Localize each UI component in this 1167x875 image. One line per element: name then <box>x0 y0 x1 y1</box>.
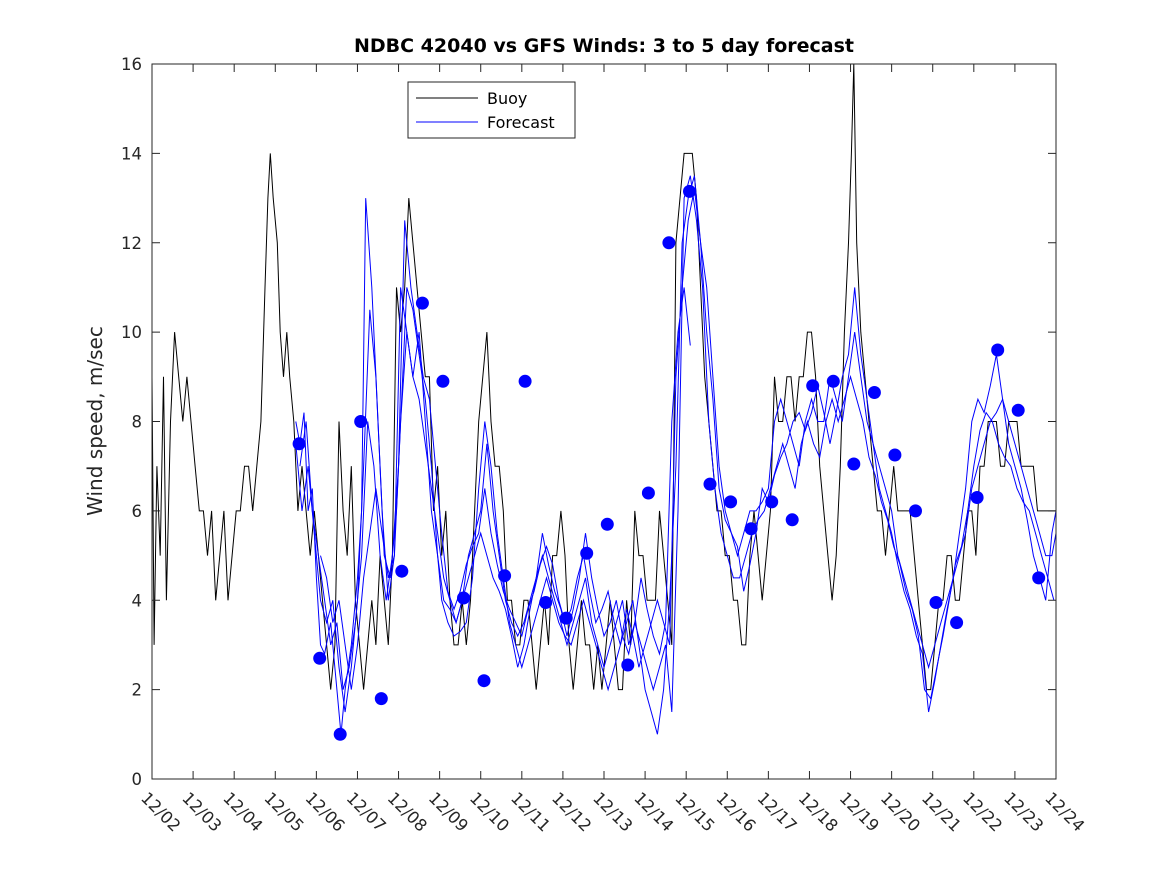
forecast-marker-33 <box>970 491 984 504</box>
legend: Buoy Forecast <box>407 81 576 139</box>
forecast-marker-16 <box>621 658 635 672</box>
forecast-marker-30 <box>909 504 922 518</box>
forecast-marker-10 <box>498 569 512 583</box>
y-tick-label-5: 10 <box>121 323 142 342</box>
forecast-marker-13 <box>559 611 573 625</box>
forecast-marker-27 <box>847 457 861 471</box>
forecast-marker-2 <box>333 727 347 741</box>
forecast-marker-22 <box>744 522 758 536</box>
forecast-marker-8 <box>457 591 470 605</box>
forecast-marker-21 <box>724 495 738 509</box>
forecast-marker-34 <box>991 343 1005 357</box>
forecast-marker-15 <box>600 517 614 531</box>
y-tick-label-7: 14 <box>121 144 142 163</box>
forecast-marker-18 <box>662 236 676 250</box>
buoy-series-line <box>151 63 1056 691</box>
forecast-marker-26 <box>826 374 840 388</box>
forecast-marker-19 <box>683 184 696 198</box>
y-tick-label-1: 2 <box>132 681 143 700</box>
legend-box <box>407 81 576 139</box>
forecast-marker-32 <box>950 616 964 630</box>
forecast-marker-31 <box>929 596 943 609</box>
forecast-marker-6 <box>415 296 429 310</box>
forecast-marker-17 <box>641 486 655 500</box>
forecast-marker-0 <box>292 437 306 451</box>
forecast-marker-23 <box>765 495 779 509</box>
y-tick-label-4: 8 <box>132 413 143 432</box>
forecast-marker-9 <box>477 674 491 688</box>
y-tick-label-3: 6 <box>132 502 143 521</box>
y-tick-label-8: 16 <box>121 55 142 74</box>
forecast-marker-14 <box>580 546 594 560</box>
chart-title: NDBC 42040 vs GFS Winds: 3 to 5 day fore… <box>354 35 854 57</box>
forecast-marker-4 <box>374 692 388 706</box>
forecast-marker-5 <box>395 564 409 578</box>
forecast-marker-3 <box>354 415 368 428</box>
y-axis-label: Wind speed, m/sec <box>83 326 107 516</box>
forecast-marker-7 <box>436 374 450 388</box>
y-tick-label-2: 4 <box>132 591 143 610</box>
forecast-marker-28 <box>867 386 881 399</box>
forecast-marker-25 <box>806 379 820 393</box>
forecast-marker-11 <box>518 374 532 388</box>
series-layer <box>151 63 1057 735</box>
y-tick-label-6: 12 <box>121 234 142 253</box>
legend-buoy-label: Buoy <box>487 89 527 108</box>
forecast-marker-20 <box>703 477 717 491</box>
forecast-marker-24 <box>785 513 799 527</box>
forecast-marker-29 <box>888 448 902 462</box>
forecast-series-line-1 <box>295 175 1057 735</box>
forecast-series-line-2 <box>295 175 1055 713</box>
forecast-marker-12 <box>539 596 553 609</box>
forecast-series-line-4 <box>320 287 691 690</box>
y-tick-label-0: 0 <box>132 770 143 789</box>
forecast-series-line-3 <box>299 189 1057 713</box>
marker-layer <box>292 184 1046 741</box>
legend-forecast-label: Forecast <box>487 113 555 132</box>
forecast-marker-36 <box>1032 571 1046 585</box>
forecast-marker-35 <box>1011 403 1025 417</box>
forecast-marker-1 <box>313 651 327 665</box>
